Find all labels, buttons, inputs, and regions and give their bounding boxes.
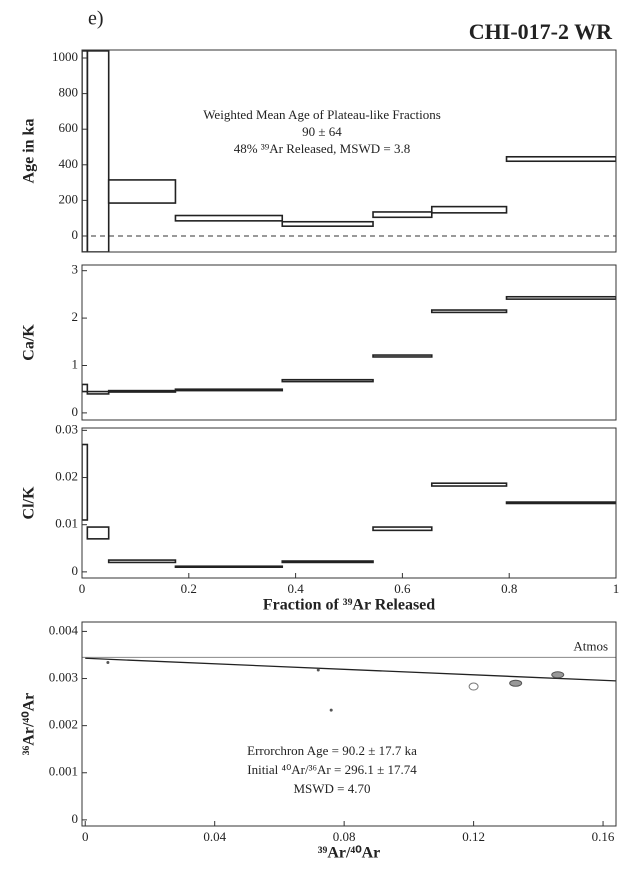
step-box bbox=[430, 309, 508, 314]
step-box bbox=[86, 50, 110, 252]
data-point bbox=[316, 668, 320, 672]
x-tick-label: 0.12 bbox=[462, 829, 485, 844]
data-point bbox=[509, 679, 523, 687]
data-point bbox=[468, 682, 479, 691]
step-box bbox=[82, 50, 89, 252]
chart-title: CHI-017-2 WR bbox=[469, 19, 613, 44]
panel-label: e) bbox=[88, 8, 104, 30]
y-axis-label: ³⁶Ar/⁴⁰Ar bbox=[21, 693, 38, 756]
plot-frame bbox=[81, 427, 617, 579]
step-box bbox=[174, 388, 284, 392]
step-box bbox=[86, 526, 110, 540]
y-tick-label: 1 bbox=[72, 356, 79, 371]
y-tick-label: 0.03 bbox=[55, 421, 78, 436]
annotation: MSWD = 4.70 bbox=[293, 781, 370, 796]
x-tick-label: 0.2 bbox=[181, 581, 197, 596]
plot-area bbox=[82, 656, 616, 712]
y-tick-label: 200 bbox=[59, 191, 79, 206]
step-box bbox=[107, 179, 177, 204]
y-axis-label: Ca/K bbox=[21, 324, 38, 361]
x-tick-label: 0 bbox=[82, 829, 89, 844]
step-box bbox=[82, 383, 89, 393]
fit-line bbox=[85, 657, 616, 682]
step-box bbox=[430, 205, 508, 214]
plot-frame bbox=[81, 49, 617, 253]
data-point bbox=[329, 708, 333, 712]
plot-area bbox=[82, 50, 616, 252]
y-tick-label: 600 bbox=[59, 120, 79, 135]
step-box bbox=[505, 295, 616, 300]
y-tick-label: 400 bbox=[59, 156, 79, 171]
y-tick-label: 0 bbox=[72, 227, 79, 242]
annotation: Initial ⁴⁰Ar/³⁶Ar = 296.1 ± 17.74 bbox=[247, 762, 417, 777]
step-box bbox=[430, 482, 508, 487]
annotation: Weighted Mean Age of Plateau-like Fracti… bbox=[203, 107, 441, 122]
step-box bbox=[372, 211, 433, 219]
x-tick-label: 0.8 bbox=[501, 581, 517, 596]
step-box bbox=[281, 378, 374, 383]
y-axis-label: Age in ka bbox=[21, 119, 38, 184]
y-tick-label: 0.02 bbox=[55, 469, 78, 484]
annotation: Errorchron Age = 90.2 ± 17.7 ka bbox=[247, 743, 417, 758]
y-tick-label: 1000 bbox=[52, 49, 78, 64]
step-box bbox=[174, 565, 284, 569]
step-box bbox=[86, 390, 110, 395]
plot-frame bbox=[81, 264, 617, 421]
y-tick-label: 0 bbox=[72, 811, 79, 826]
x-axis-label: ³⁹Ar/⁴⁰Ar bbox=[318, 845, 381, 862]
x-tick-label: 1 bbox=[613, 581, 620, 596]
x-tick-label: 0.16 bbox=[592, 829, 615, 844]
plot-frame bbox=[81, 621, 617, 827]
reference-label: Atmos bbox=[573, 638, 608, 653]
y-tick-label: 2 bbox=[72, 309, 79, 324]
data-point bbox=[551, 671, 565, 679]
step-box bbox=[372, 526, 433, 532]
y-tick-label: 0.001 bbox=[49, 764, 78, 779]
plot-area bbox=[82, 295, 616, 395]
y-tick-label: 0.004 bbox=[49, 622, 79, 637]
x-axis-label: Fraction of ³⁹Ar Released bbox=[263, 597, 435, 614]
step-box bbox=[372, 354, 433, 358]
y-tick-label: 3 bbox=[72, 262, 79, 277]
annotation: 48% ³⁹Ar Released, MSWD = 3.8 bbox=[234, 141, 410, 156]
step-box bbox=[281, 220, 374, 227]
step-box bbox=[281, 560, 374, 564]
x-tick-label: 0.04 bbox=[203, 829, 226, 844]
y-tick-label: 0.002 bbox=[49, 717, 78, 732]
step-box bbox=[107, 559, 177, 564]
x-tick-label: 0 bbox=[79, 581, 86, 596]
plot-area bbox=[82, 443, 616, 569]
x-tick-label: 0.08 bbox=[333, 829, 356, 844]
data-point bbox=[106, 661, 110, 665]
y-tick-label: 800 bbox=[59, 85, 79, 100]
step-box bbox=[82, 443, 89, 521]
y-tick-label: 0.01 bbox=[55, 516, 78, 531]
step-box bbox=[107, 389, 177, 393]
step-box bbox=[174, 214, 284, 222]
y-tick-label: 0 bbox=[72, 563, 79, 578]
y-tick-label: 0.003 bbox=[49, 670, 78, 685]
y-tick-label: 0 bbox=[72, 404, 79, 419]
x-tick-label: 0.6 bbox=[394, 581, 411, 596]
step-box bbox=[505, 155, 616, 163]
y-axis-label: Cl/K bbox=[21, 486, 38, 519]
x-tick-label: 0.4 bbox=[287, 581, 304, 596]
step-box bbox=[505, 501, 616, 505]
annotation: 90 ± 64 bbox=[302, 124, 342, 139]
